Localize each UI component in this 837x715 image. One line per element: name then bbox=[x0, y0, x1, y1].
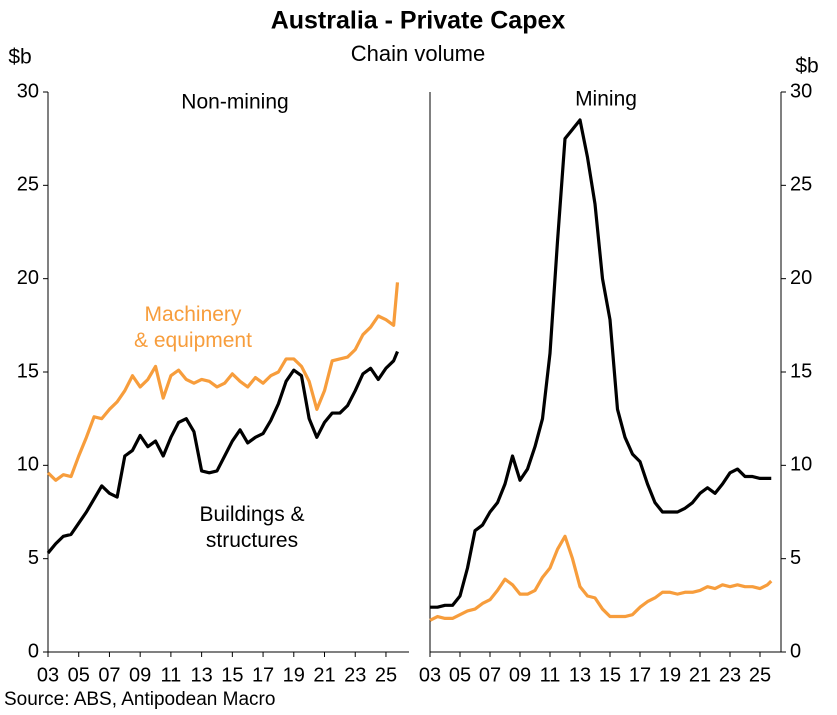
x-tick-label: 23 bbox=[719, 664, 741, 686]
y-tick-label: 15 bbox=[17, 360, 39, 382]
x-tick-label: 21 bbox=[689, 664, 711, 686]
y-axis-label: $b bbox=[8, 46, 31, 69]
source: Source: ABS, Antipodean Macro bbox=[4, 689, 275, 710]
x-tick-label: 19 bbox=[659, 664, 681, 686]
x-tick-label: 05 bbox=[449, 664, 471, 686]
x-tick-label: 21 bbox=[313, 664, 335, 686]
y-tick-label: 10 bbox=[790, 454, 812, 476]
x-tick-label: 23 bbox=[344, 664, 366, 686]
x-tick-label: 13 bbox=[190, 664, 212, 686]
x-tick-label: 11 bbox=[540, 664, 561, 686]
y-axis-label: $b bbox=[795, 55, 818, 78]
x-tick-label: 09 bbox=[509, 664, 531, 686]
y-tick-label: 15 bbox=[790, 360, 812, 382]
x-tick-label: 15 bbox=[221, 664, 243, 686]
x-tick-label: 11 bbox=[161, 664, 182, 686]
chart-title: Australia - Private Capex bbox=[271, 7, 566, 35]
x-tick-label: 09 bbox=[129, 664, 151, 686]
panel-title: Mining bbox=[575, 88, 637, 111]
y-tick-label: 0 bbox=[28, 640, 39, 662]
x-tick-label: 17 bbox=[252, 664, 274, 686]
series-line bbox=[46, 350, 399, 555]
x-tick-label: 15 bbox=[599, 664, 621, 686]
y-tick-label: 30 bbox=[17, 80, 39, 102]
y-tick-label: 30 bbox=[790, 80, 812, 102]
x-tick-label: 19 bbox=[283, 664, 305, 686]
x-tick-label: 03 bbox=[37, 664, 59, 686]
x-tick-label: 05 bbox=[68, 664, 90, 686]
y-tick-label: 5 bbox=[790, 547, 801, 569]
x-tick-label: 25 bbox=[749, 664, 771, 686]
x-tick-label: 13 bbox=[569, 664, 591, 686]
series-line bbox=[46, 282, 400, 482]
y-tick-label: 25 bbox=[790, 174, 812, 196]
chart-subtitle: Chain volume bbox=[351, 41, 486, 66]
series-line bbox=[429, 534, 773, 622]
panel-title: Non-mining bbox=[181, 91, 288, 114]
y-tick-label: 5 bbox=[28, 547, 39, 569]
x-tick-label: 03 bbox=[419, 664, 441, 686]
y-tick-label: 20 bbox=[17, 267, 39, 289]
y-tick-label: 10 bbox=[17, 454, 39, 476]
y-tick-label: 25 bbox=[17, 174, 39, 196]
y-tick-label: 0 bbox=[790, 640, 801, 662]
x-tick-label: 17 bbox=[629, 664, 651, 686]
x-tick-label: 07 bbox=[98, 664, 120, 686]
x-tick-label: 25 bbox=[375, 664, 397, 686]
series-label: Machinery & equipment bbox=[134, 303, 252, 352]
series-line bbox=[430, 118, 772, 609]
x-tick-label: 07 bbox=[479, 664, 501, 686]
series-label: Buildings & structures bbox=[199, 503, 305, 552]
y-tick-label: 20 bbox=[790, 267, 812, 289]
